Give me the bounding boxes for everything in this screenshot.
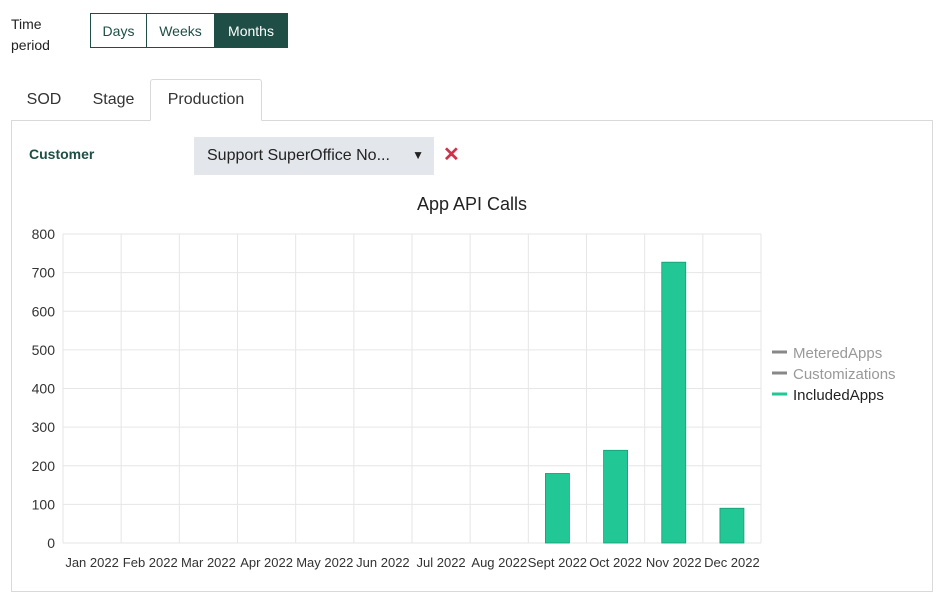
weeks-button[interactable]: Weeks [146, 13, 215, 48]
x-tick-label: Sept 2022 [528, 555, 587, 570]
x-tick-label: May 2022 [296, 555, 353, 570]
customer-select[interactable]: Support SuperOffice No... ▼ [194, 137, 434, 175]
y-tick-label: 300 [32, 419, 56, 435]
bar-includedapps[interactable] [661, 261, 687, 544]
chart-title: App API Calls [417, 194, 527, 214]
legend-label: Customizations [793, 366, 896, 383]
customer-label: Customer [29, 146, 95, 162]
tab-panel: Customer Support SuperOffice No... ▼ ✕ [11, 120, 933, 592]
x-tick-label: Jun 2022 [356, 555, 410, 570]
legend-item[interactable]: MeteredApps [772, 345, 882, 362]
x-tick-label: Jul 2022 [417, 555, 466, 570]
legend-item[interactable]: Customizations [772, 366, 896, 383]
x-tick-label: Mar 2022 [181, 555, 236, 570]
customer-select-value: Support SuperOffice No... [207, 147, 390, 164]
x-tick-label: Feb 2022 [123, 555, 178, 570]
tab-production[interactable]: Production [150, 79, 262, 121]
legend-item[interactable]: IncludedApps [772, 387, 884, 404]
bar-includedapps[interactable] [603, 449, 628, 544]
y-tick-label: 600 [32, 303, 56, 319]
x-tick-label: Oct 2022 [589, 555, 642, 570]
legend-label: MeteredApps [793, 345, 882, 362]
bar-includedapps[interactable] [719, 507, 745, 544]
y-tick-label: 500 [32, 342, 56, 358]
x-tick-label: Nov 2022 [646, 555, 702, 570]
time-period-selector: Days Weeks Months [90, 13, 288, 48]
caret-down-icon: ▼ [412, 148, 424, 162]
legend-label: IncludedApps [793, 387, 884, 404]
y-tick-label: 0 [47, 535, 55, 551]
close-icon[interactable]: ✕ [443, 144, 460, 166]
y-tick-label: 700 [32, 265, 56, 281]
time-period-label: Time period [11, 16, 50, 53]
bar-includedapps[interactable] [545, 473, 570, 544]
y-tick-label: 400 [32, 381, 56, 397]
x-tick-label: Apr 2022 [240, 555, 293, 570]
y-tick-label: 100 [32, 496, 56, 512]
tab-sod[interactable]: SOD [26, 91, 62, 108]
x-tick-label: Dec 2022 [704, 555, 760, 570]
x-tick-label: Jan 2022 [65, 555, 119, 570]
x-tick-label: Aug 2022 [471, 555, 527, 570]
y-tick-label: 200 [32, 458, 56, 474]
tab-stage[interactable]: Stage [92, 91, 135, 108]
days-button[interactable]: Days [90, 13, 147, 48]
y-tick-label: 800 [32, 226, 56, 242]
months-button[interactable]: Months [214, 13, 288, 48]
